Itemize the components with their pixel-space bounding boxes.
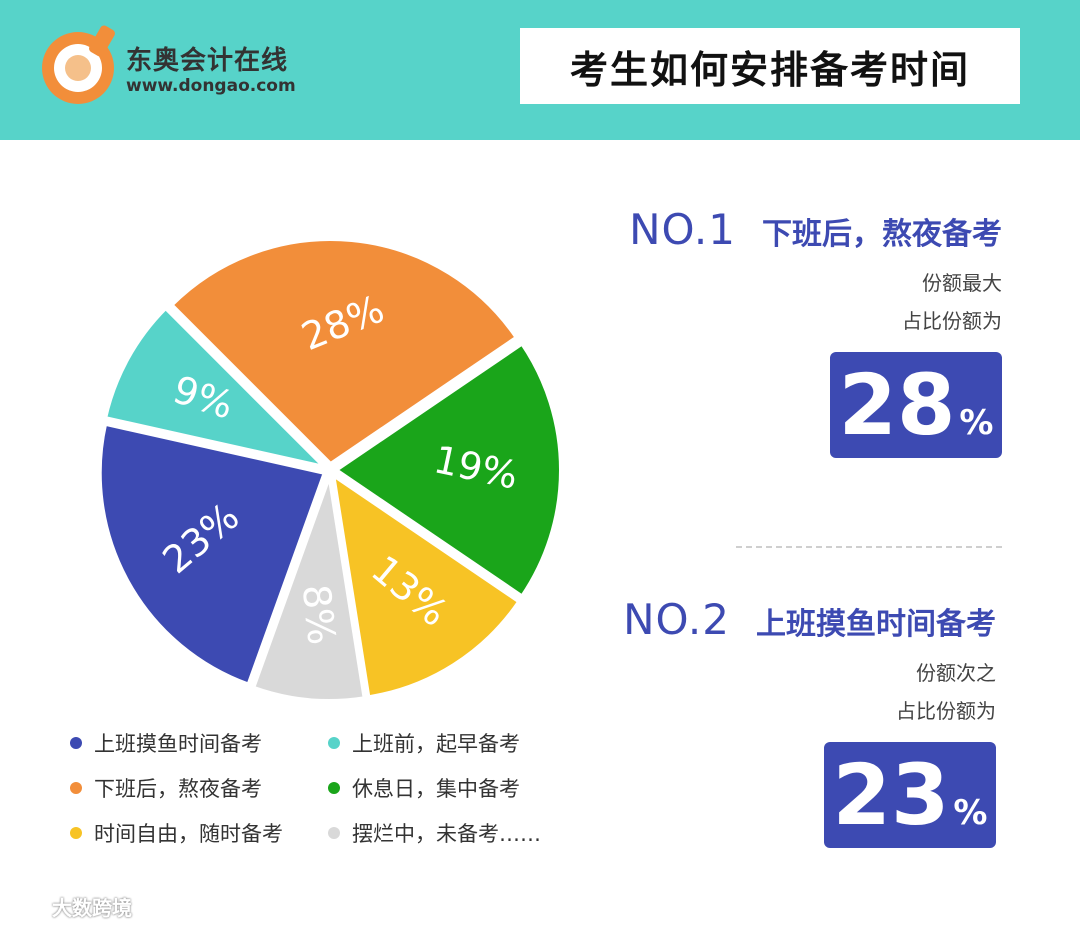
rank-2-subtitle: 份额次之 [916, 661, 996, 685]
legend-dot [328, 737, 340, 749]
pie-slice-5 [250, 475, 367, 703]
rank-2: NO.2 上班摸鱼时间备考 份额次之 占比份额为 23 % [623, 595, 996, 848]
brand-url: www.dongao.com [126, 76, 296, 96]
pie-label-5: 8% [294, 582, 344, 647]
rank-1-share-label: 占比份额为 [902, 309, 1002, 333]
rank-2-value-box: 23 % [824, 742, 996, 848]
pie-slice-0 [97, 421, 328, 688]
pie-chart: 28%19%13%8%23%9% [97, 237, 563, 703]
watermark-text: 大数跨境 [52, 896, 132, 920]
header-banner: 东奥会计在线 www.dongao.com 考生如何安排备考时间 [0, 0, 1080, 140]
legend-label: 上班前，起早备考 [352, 732, 520, 756]
rank-2-share-label: 占比份额为 [896, 699, 996, 723]
dongao-logo [42, 25, 115, 104]
legend-label: 下班后，熬夜备考 [94, 777, 262, 801]
watermark-logo-icon [10, 897, 45, 916]
rank-1-title: 下班后，熬夜备考 [762, 217, 1002, 252]
legend-item-1: 上班前，起早备考 [328, 728, 520, 758]
pie-slice-3 [332, 340, 563, 600]
rank-1: NO.1 下班后，熬夜备考 份额最大 占比份额为 28 % [629, 205, 1002, 458]
rank-2-unit: % [953, 793, 988, 833]
legend-dot [328, 782, 340, 794]
rank-1-unit: % [959, 403, 994, 443]
rank-2-value: 23 [832, 746, 950, 844]
rank-1-value: 28 [838, 356, 956, 454]
legend-item-5: 摆烂中，未备考…… [328, 818, 541, 848]
rank-1-value-box: 28 % [830, 352, 1002, 458]
legend-item-3: 休息日，集中备考 [328, 773, 520, 803]
legend-label: 休息日，集中备考 [352, 777, 520, 801]
legend-item-4: 时间自由，随时备考 [70, 818, 283, 848]
legend-label: 上班摸鱼时间备考 [94, 732, 262, 756]
dashed-divider [736, 546, 1002, 548]
rank-2-number: NO.2 [623, 595, 730, 644]
legend-label: 时间自由，随时备考 [94, 822, 283, 846]
rank-2-title: 上班摸鱼时间备考 [756, 607, 996, 642]
rank-1-subtitle: 份额最大 [922, 271, 1002, 295]
rank-1-number: NO.1 [629, 205, 736, 254]
title-box: 考生如何安排备考时间 [520, 28, 1020, 104]
watermark: 大数跨境 [10, 892, 132, 921]
brand-name: 东奥会计在线 [126, 46, 289, 76]
pie-slice-2 [168, 237, 520, 467]
legend-dot [70, 782, 82, 794]
legend-dot [70, 737, 82, 749]
pie-slice-1 [102, 305, 332, 471]
legend-item-2: 下班后，熬夜备考 [70, 773, 262, 803]
pie-slice-4 [330, 470, 523, 700]
legend-dot [70, 827, 82, 839]
legend-label: 摆烂中，未备考…… [352, 822, 541, 846]
page-title: 考生如何安排备考时间 [569, 47, 970, 92]
legend-item-0: 上班摸鱼时间备考 [70, 728, 262, 758]
legend-dot [328, 827, 340, 839]
